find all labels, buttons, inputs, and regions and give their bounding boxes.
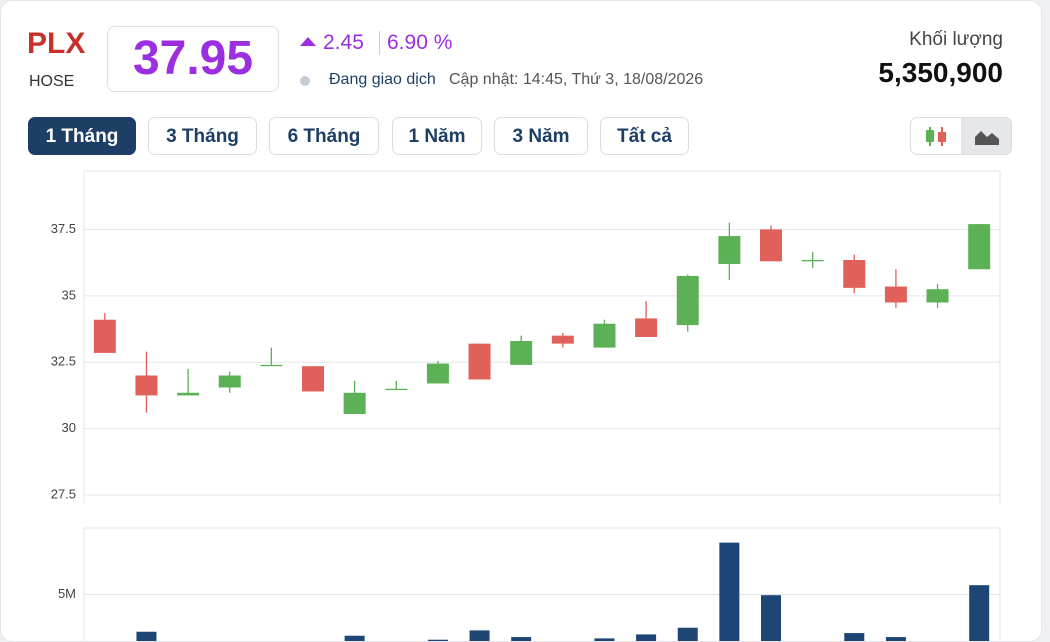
y-tick-label: 5M: [58, 586, 76, 601]
volume: 5,350,900: [878, 57, 1003, 88]
volume-bar: [594, 638, 615, 641]
candle-body: [343, 392, 366, 415]
candle-body: [302, 366, 324, 392]
volume-bar: [885, 637, 906, 641]
candle-icon[interactable]: [926, 127, 946, 146]
separator: [379, 31, 380, 55]
area-icon[interactable]: [975, 131, 999, 145]
volume-bar: [427, 639, 448, 641]
volume-bar: [511, 637, 532, 641]
volume-bar: [761, 595, 781, 641]
y-tick-label: 32.5: [51, 354, 76, 369]
price: 37.95: [132, 32, 254, 85]
candle-body: [551, 335, 574, 344]
change: 2.45: [323, 31, 364, 54]
volume-bar: [136, 631, 157, 641]
candle-body: [218, 375, 241, 388]
chart-type-toggle: [910, 117, 1012, 155]
candle-body: [926, 289, 949, 303]
volume-bar: [844, 633, 865, 641]
candle-body: [593, 323, 616, 348]
candle-body: [385, 388, 408, 391]
volume-label: Khối lượng: [909, 29, 1003, 50]
change-percent: 6.90 %: [387, 31, 453, 54]
candle-body: [426, 363, 449, 384]
volume-bar: [969, 585, 990, 641]
toggle-icons: [926, 118, 1011, 154]
candle-body: [135, 375, 158, 396]
price-box: 37.95: [107, 26, 279, 92]
tab[interactable]: 1 Năm: [392, 117, 482, 155]
candle-body: [801, 259, 824, 262]
tab[interactable]: 3 Năm: [494, 117, 588, 155]
candle-body: [676, 275, 699, 326]
tab[interactable]: Tất cả: [600, 117, 689, 155]
updated: Cập nhật: 14:45, Thứ 3, 18/08/2026: [449, 71, 704, 88]
up-arrow: [300, 37, 316, 46]
y-tick-label: 37.5: [51, 221, 76, 236]
candle-body: [510, 340, 533, 365]
status-dot: [300, 76, 310, 86]
candle-body: [468, 343, 491, 380]
tab[interactable]: 1 Tháng: [28, 117, 136, 155]
candle-body: [843, 259, 866, 288]
volume-bar: [719, 542, 740, 641]
candle-body: [93, 319, 116, 353]
candle-body: [884, 286, 907, 303]
candle-body: [968, 224, 991, 270]
candle-body: [760, 229, 782, 262]
y-tick-label: 30: [62, 420, 76, 435]
volume-bar: [469, 630, 490, 641]
candle-body: [177, 392, 200, 396]
ticker: PLX: [27, 27, 86, 60]
tab[interactable]: 3 Tháng: [148, 117, 257, 155]
exchange: HOSE: [29, 73, 75, 90]
volume-bar: [344, 635, 365, 641]
y-tick-label: 27.5: [51, 486, 76, 501]
y-tick-label: 35: [62, 287, 76, 302]
tab[interactable]: 6 Tháng: [269, 117, 379, 155]
status: Đang giao dịch: [329, 71, 436, 88]
candle-body: [260, 364, 283, 367]
volume-bar: [636, 634, 657, 641]
candle-body: [635, 318, 658, 337]
candle-body: [718, 236, 741, 264]
